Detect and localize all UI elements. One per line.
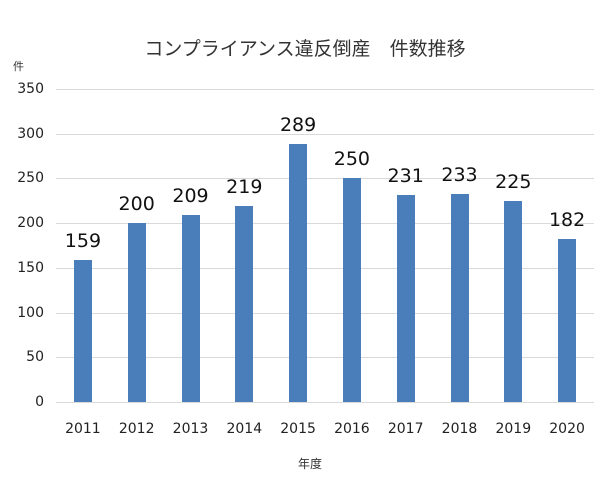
gridline (56, 178, 594, 180)
x-tick-label: 2015 (280, 421, 316, 437)
y-tick-label: 50 (26, 349, 44, 366)
x-tick-label: 2011 (65, 421, 101, 437)
gridline (56, 357, 594, 359)
gridline (56, 267, 594, 269)
x-tick-label: 2016 (334, 421, 370, 437)
data-label: 219 (226, 176, 263, 199)
x-tick-label: 2014 (226, 421, 263, 437)
gridline (56, 89, 594, 90)
data-label: 289 (279, 113, 317, 136)
data-label: 159 (64, 229, 102, 252)
y-tick-label: 250 (17, 170, 44, 187)
y-tick-label: 300 (17, 125, 44, 142)
x-axis-label: 年度 (297, 457, 322, 471)
bar (181, 215, 200, 402)
data-label: 182 (548, 209, 586, 232)
x-tick-label: 2019 (495, 421, 532, 437)
data-label: 233 (441, 163, 478, 186)
y-axis-unit-label: 件 (13, 60, 24, 73)
gridline (56, 133, 594, 135)
bar (558, 239, 577, 402)
bar (235, 206, 254, 402)
gridline (56, 223, 594, 225)
data-label: 231 (387, 165, 424, 188)
plot-area: 159 200 209 219 289 250 231 233 225 182 (56, 89, 594, 403)
data-label: 225 (495, 170, 532, 193)
x-tick-label: 2017 (387, 421, 424, 437)
data-label: 200 (118, 193, 155, 216)
bar (127, 223, 146, 402)
bar (289, 143, 308, 402)
chart-title: コンプライアンス違反倒産 件数推移 (144, 38, 466, 60)
x-tick-label: 2012 (118, 421, 155, 437)
bar (504, 200, 523, 402)
y-tick-label: 350 (17, 81, 44, 97)
data-label: 250 (333, 148, 371, 171)
bar (396, 195, 415, 402)
x-tick-label: 2018 (441, 421, 478, 437)
x-tick-label: 2020 (549, 421, 585, 437)
bar (73, 259, 92, 402)
bar (450, 193, 469, 402)
y-tick-label: 150 (17, 259, 44, 276)
bar (342, 178, 361, 402)
x-tick-label: 2013 (172, 421, 209, 437)
y-tick-label: 200 (17, 215, 44, 232)
y-tick-label: 100 (17, 304, 44, 321)
data-label: 209 (172, 185, 209, 208)
gridline (56, 312, 594, 314)
gridline (56, 402, 594, 403)
y-tick-label: 0 (35, 394, 44, 410)
